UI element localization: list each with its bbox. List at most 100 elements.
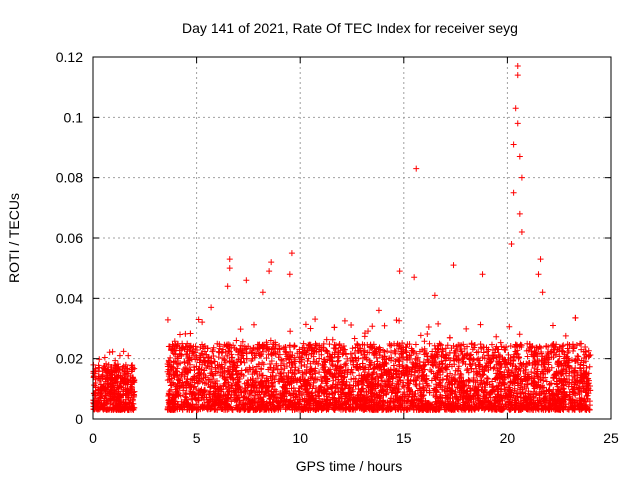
data-point xyxy=(496,358,503,365)
data-point xyxy=(496,365,503,372)
data-point xyxy=(308,350,315,357)
data-point xyxy=(501,346,508,353)
data-point xyxy=(401,397,408,404)
data-point xyxy=(351,335,358,342)
data-point xyxy=(204,406,211,413)
data-point xyxy=(522,396,529,403)
data-point xyxy=(395,380,402,387)
data-point xyxy=(273,360,280,367)
data-point xyxy=(412,381,419,388)
data-point xyxy=(422,400,429,407)
data-point xyxy=(561,388,568,395)
data-point xyxy=(213,368,220,375)
data-point xyxy=(170,358,177,365)
data-point xyxy=(392,396,399,403)
data-point xyxy=(403,354,410,361)
data-point xyxy=(492,403,499,410)
data-point xyxy=(225,388,232,395)
data-point xyxy=(272,350,279,357)
data-point xyxy=(361,341,368,348)
data-point xyxy=(364,349,371,356)
data-point xyxy=(408,371,415,378)
data-point xyxy=(329,381,336,388)
data-point xyxy=(270,364,277,371)
data-point xyxy=(263,382,270,389)
data-point xyxy=(96,374,103,381)
data-point xyxy=(209,371,216,378)
data-point xyxy=(430,406,437,413)
data-point xyxy=(250,344,257,351)
data-point xyxy=(476,363,483,370)
data-point xyxy=(100,383,107,390)
data-point xyxy=(194,380,201,387)
data-point xyxy=(219,396,226,403)
data-point xyxy=(585,347,592,354)
data-point xyxy=(359,354,366,361)
data-point xyxy=(107,381,114,388)
data-point xyxy=(179,379,186,386)
data-point xyxy=(494,375,501,382)
data-point xyxy=(179,369,186,376)
data-point xyxy=(564,345,571,352)
data-point xyxy=(168,347,175,354)
data-point xyxy=(511,353,518,360)
data-point xyxy=(374,358,381,365)
data-point xyxy=(471,341,478,348)
data-point xyxy=(514,347,521,354)
data-point xyxy=(536,343,543,350)
data-point xyxy=(174,368,181,375)
data-point xyxy=(514,402,521,409)
data-point xyxy=(416,362,423,369)
data-point xyxy=(272,341,279,348)
data-point xyxy=(439,348,446,355)
data-point xyxy=(429,348,436,355)
data-point xyxy=(263,375,270,382)
data-point xyxy=(349,386,356,393)
data-point xyxy=(110,384,117,391)
data-point xyxy=(543,387,550,394)
data-point xyxy=(290,394,297,401)
data-point xyxy=(259,359,266,366)
data-point xyxy=(455,397,462,404)
data-point xyxy=(550,354,557,361)
data-point xyxy=(425,323,432,330)
data-point xyxy=(454,356,461,363)
data-point xyxy=(472,395,479,402)
data-point xyxy=(201,404,208,411)
data-point xyxy=(205,399,212,406)
data-point xyxy=(437,391,444,398)
data-point xyxy=(291,358,298,365)
data-point xyxy=(413,382,420,389)
data-point xyxy=(463,325,470,332)
data-point xyxy=(567,400,574,407)
data-point xyxy=(412,341,419,348)
data-point xyxy=(121,406,128,413)
data-point xyxy=(202,359,209,366)
data-point xyxy=(279,357,286,364)
data-point xyxy=(330,377,337,384)
data-point xyxy=(549,390,556,397)
data-point xyxy=(569,376,576,383)
data-point xyxy=(546,381,553,388)
data-point xyxy=(189,348,196,355)
data-point xyxy=(513,366,520,373)
data-point xyxy=(570,403,577,410)
data-point xyxy=(124,381,131,388)
data-point xyxy=(497,382,504,389)
data-point xyxy=(529,361,536,368)
data-point xyxy=(341,317,348,324)
data-point xyxy=(221,356,228,363)
data-point xyxy=(333,384,340,391)
data-point xyxy=(361,333,368,340)
data-point xyxy=(228,398,235,405)
data-point xyxy=(182,343,189,350)
data-point xyxy=(516,331,523,338)
data-point xyxy=(254,375,261,382)
data-point xyxy=(174,353,181,360)
data-point xyxy=(337,363,344,370)
data-point xyxy=(111,374,118,381)
data-point xyxy=(311,348,318,355)
data-point xyxy=(367,404,374,411)
data-point xyxy=(523,366,530,373)
